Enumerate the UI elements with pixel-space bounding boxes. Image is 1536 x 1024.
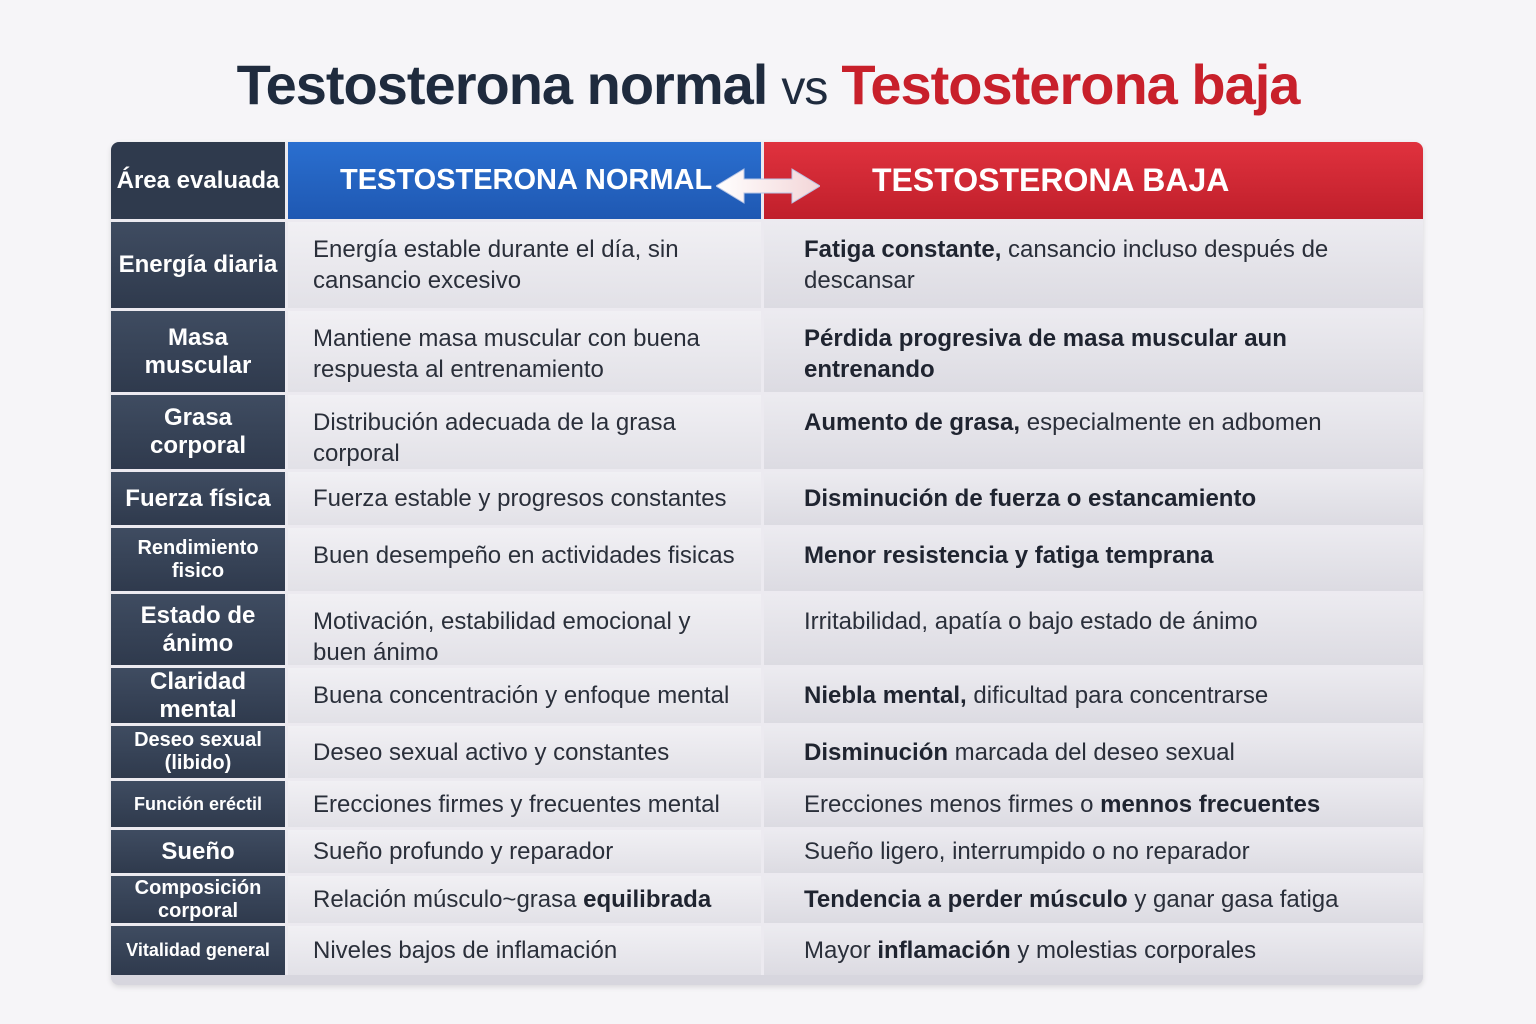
- title-normal: Testosterona normal: [236, 53, 769, 116]
- row-area: Sueño: [111, 830, 288, 876]
- baja-bold: Disminución: [804, 738, 949, 766]
- baja-text: y ganar gasa fatiga: [1127, 886, 1339, 913]
- row-area: Composición corporal: [111, 876, 288, 926]
- row-normal: Buen desempeño en actividades fisicas: [288, 528, 764, 594]
- row-area: Rendimiento fisico: [111, 528, 288, 594]
- baja-text-pre: Erecciones menos firmes o: [804, 790, 1101, 818]
- header-area: Área evaluada: [111, 142, 288, 222]
- row-normal: Buena concentración y enfoque mental: [288, 668, 764, 726]
- baja-text: Irritabilidad, apatía o bajo estado de á…: [804, 608, 1258, 635]
- baja-bold: Pérdida progresiva de masa muscular aun …: [804, 325, 1287, 383]
- title-baja: Testosterona baja: [841, 53, 1300, 116]
- baja-text: cansancio incluso después de descansar: [804, 236, 1329, 294]
- baja-bold: Menor resistencia y fatiga temprana: [804, 542, 1214, 569]
- row-baja: Niebla mental, dificultad para concentra…: [764, 668, 1423, 726]
- row-baja: Aumento de grasa, especialmente en adbom…: [764, 395, 1423, 472]
- baja-text: dificultad para concentrarse: [966, 682, 1269, 709]
- baja-bold: Aumento de grasa,: [804, 409, 1021, 436]
- row-normal: Energía estable durante el día, sin cans…: [288, 222, 764, 311]
- baja-text: Sueño ligero, interrumpido o no reparado…: [804, 838, 1250, 865]
- baja-bold: mennos frecuentes: [1100, 790, 1321, 818]
- normal-text-pre: Relación músculo~grasa: [313, 886, 584, 913]
- header-normal: TESTOSTERONA NORMAL: [288, 142, 764, 222]
- row-area: Masa muscular: [111, 311, 288, 395]
- row-normal: Mantiene masa muscular con buena respues…: [288, 311, 764, 395]
- comparison-table: Área evaluada TESTOSTERONA NORMAL TESTOS…: [111, 142, 1423, 985]
- row-normal: Distribución adecuada de la grasa corpor…: [288, 395, 764, 472]
- row-baja: Disminución de fuerza o estancamiento: [764, 472, 1423, 528]
- header-baja: TESTOSTERONA BAJA: [764, 142, 1423, 222]
- row-baja: Sueño ligero, interrumpido o no reparado…: [764, 830, 1423, 876]
- row-normal: Niveles bajos de inflamación: [288, 926, 764, 975]
- baja-bold: Fatiga constante,: [804, 236, 1002, 263]
- row-baja: Pérdida progresiva de masa muscular aun …: [764, 311, 1423, 395]
- row-area: Estado de ánimo: [111, 594, 288, 668]
- row-normal: Motivación, estabilidad emocional y buen…: [288, 594, 764, 668]
- row-area: Vitalidad general: [111, 926, 288, 975]
- row-normal: Sueño profundo y reparador: [288, 830, 764, 876]
- double-arrow-icon: [716, 168, 820, 204]
- baja-bold: Disminución de fuerza o estancamiento: [804, 485, 1257, 512]
- baja-bold: Tendencia a perder músculo: [804, 886, 1128, 913]
- row-normal: Deseo sexual activo y constantes: [288, 726, 764, 781]
- row-baja: Mayor inflamación y molestias corporales: [764, 926, 1423, 975]
- baja-bold: inflamación: [877, 937, 1011, 964]
- row-baja: Tendencia a perder músculo y ganar gasa …: [764, 876, 1423, 926]
- baja-text: y molestias corporales: [1010, 937, 1257, 964]
- baja-text: marcada del deseo sexual: [948, 738, 1235, 766]
- row-area: Fuerza física: [111, 472, 288, 528]
- row-area: Energía diaria: [111, 222, 288, 311]
- baja-bold: Niebla mental,: [804, 682, 967, 709]
- normal-bold: equilibrada: [583, 886, 712, 913]
- row-area: Claridad mental: [111, 668, 288, 726]
- row-baja: Menor resistencia y fatiga temprana: [764, 528, 1423, 594]
- row-baja: Disminución marcada del deseo sexual: [764, 726, 1423, 781]
- title-vs: vs: [781, 62, 828, 115]
- row-baja: Erecciones menos firmes o mennos frecuen…: [764, 781, 1423, 830]
- row-area: Función eréctil: [111, 781, 288, 830]
- baja-text-pre: Mayor: [804, 937, 878, 964]
- page-title: Testosterona normal vs Testosterona baja: [0, 52, 1536, 117]
- row-normal: Relación músculo~grasa equilibrada: [288, 876, 764, 926]
- row-area: Grasa corporal: [111, 395, 288, 472]
- row-baja: Fatiga constante, cansancio incluso desp…: [764, 222, 1423, 311]
- row-area: Deseo sexual (libido): [111, 726, 288, 781]
- row-normal: Fuerza estable y progresos constantes: [288, 472, 764, 528]
- row-normal: Erecciones firmes y frecuentes mental: [288, 781, 764, 830]
- row-baja: Irritabilidad, apatía o bajo estado de á…: [764, 594, 1423, 668]
- baja-text: especialmente en adbomen: [1020, 409, 1322, 436]
